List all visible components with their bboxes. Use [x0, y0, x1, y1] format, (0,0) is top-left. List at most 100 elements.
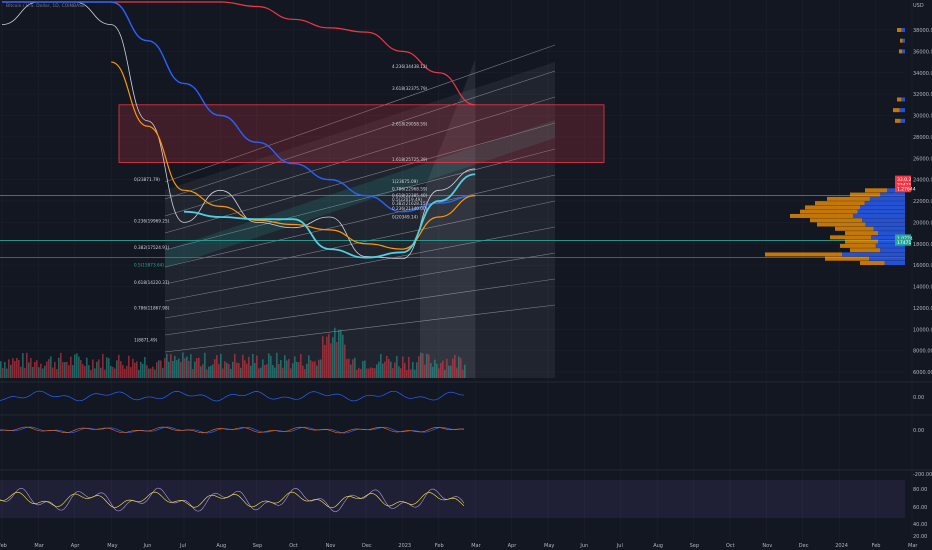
volume-bar — [390, 361, 392, 378]
axes: USD 38000.00 36000.00 34000.00 32000.00 30000… — [0, 3, 932, 549]
volume-profile-bar — [805, 205, 860, 210]
volume-bar — [200, 366, 202, 378]
volume-bar — [104, 369, 106, 378]
volume-bar — [110, 365, 112, 378]
volume-profile-bar — [884, 260, 905, 265]
fib-labels: 0(23871.79) 0.236(19969.25) 0.382(17524.91… — [134, 64, 916, 342]
volume-profile-bar — [853, 213, 905, 218]
fib-extension-label: 1(23675.09) — [392, 179, 418, 184]
time-tick: Feb — [0, 543, 7, 549]
volume-bar — [198, 357, 200, 378]
volume-bar — [176, 360, 178, 378]
volume-bar — [318, 359, 320, 378]
series-ma_blue — [1, 1, 476, 213]
price-tick: 36000.00 — [913, 49, 932, 55]
volume-bar — [398, 366, 400, 378]
volume-bar — [300, 354, 302, 378]
volume-profile-bar — [864, 201, 905, 206]
indicator-panes: 0.00 0.00 -200.00 80.00 60.00 40.00 20.00 — [0, 381, 932, 540]
volume-bar — [428, 354, 430, 378]
price-badge-bg — [895, 185, 911, 193]
fib-extension-fill — [420, 60, 475, 378]
volume-bar — [204, 352, 206, 378]
volume-profile-bar — [902, 38, 905, 43]
volume-bar — [250, 365, 252, 378]
fib-channel-line — [164, 148, 556, 251]
volume-bar — [118, 354, 120, 378]
volume-bar — [112, 366, 114, 378]
volume-bar — [444, 369, 446, 378]
volume-profile-bar — [880, 248, 905, 253]
volume-bar — [314, 361, 316, 378]
volume-bar — [18, 359, 20, 378]
volume-bar — [226, 362, 228, 378]
fib-channel-line — [164, 70, 556, 200]
volume-bar — [302, 365, 304, 378]
volume-bar — [88, 365, 90, 378]
price-series — [1, 1, 476, 260]
volume-bar — [402, 356, 404, 378]
time-tick: Apr — [508, 543, 518, 549]
volume-bar — [48, 359, 50, 378]
volume-bar — [212, 364, 214, 378]
volume-bar — [184, 358, 186, 378]
volume-bar — [136, 361, 138, 378]
fib-channel-line — [164, 200, 556, 285]
time-tick: Aug — [653, 543, 663, 549]
volume-bar — [372, 367, 374, 378]
price-badge-bg — [895, 238, 911, 246]
volume-bar — [156, 362, 158, 378]
volume-bar — [262, 359, 264, 378]
volume-bar — [98, 359, 100, 378]
volume-bar — [422, 353, 424, 378]
volume-bar — [260, 367, 262, 378]
volume-bar — [172, 361, 174, 378]
volume-bar — [234, 353, 236, 378]
time-tick: Oct — [726, 543, 735, 549]
volume-profile-bar — [800, 209, 858, 214]
volume-bar — [132, 358, 134, 378]
fib-channel-line — [164, 304, 556, 353]
volume-bar — [20, 366, 22, 378]
volume-profile-bar — [825, 256, 869, 261]
volume-bar — [144, 357, 146, 378]
volume-bar — [414, 369, 416, 378]
volume-bar — [58, 357, 60, 378]
volume-profile-bar — [845, 239, 878, 244]
series-price — [1, 1, 476, 260]
volume-bar — [266, 364, 268, 378]
volume-bar — [336, 341, 338, 378]
time-tick: Jul — [179, 543, 186, 549]
volume-profile-bar — [827, 196, 870, 201]
time-tick: Dec — [362, 543, 372, 549]
volume-bar — [308, 355, 310, 378]
volume-bar — [230, 368, 232, 378]
volume-bar — [322, 336, 324, 378]
volume-bar — [392, 368, 394, 378]
volume-bar — [350, 364, 352, 378]
fib-extension-label: 4.236(34438.12) — [392, 64, 428, 69]
volume-bar — [76, 353, 78, 378]
volume-bar — [396, 355, 398, 378]
volume-bar — [264, 365, 266, 378]
volume-bar — [10, 364, 12, 378]
fib-retracement-label: 0(23871.79) — [134, 177, 160, 182]
volume-bar — [344, 344, 346, 378]
volume-bar — [384, 361, 386, 378]
fib-extension-label: 3.618(32375.79) — [392, 86, 428, 91]
volume-bar — [54, 361, 56, 378]
volume-bar — [170, 354, 172, 378]
volume-bar — [374, 368, 376, 378]
volume-bar — [222, 368, 224, 378]
volume-bar — [370, 367, 372, 378]
volume-bar — [334, 327, 336, 378]
volume-bar — [282, 367, 284, 378]
volume-bar — [294, 356, 296, 378]
volume-bar — [376, 364, 378, 378]
volume-bar — [142, 363, 144, 378]
volume-bar — [114, 368, 116, 378]
fib-channel-line — [164, 122, 556, 234]
volume-bar — [330, 343, 332, 378]
